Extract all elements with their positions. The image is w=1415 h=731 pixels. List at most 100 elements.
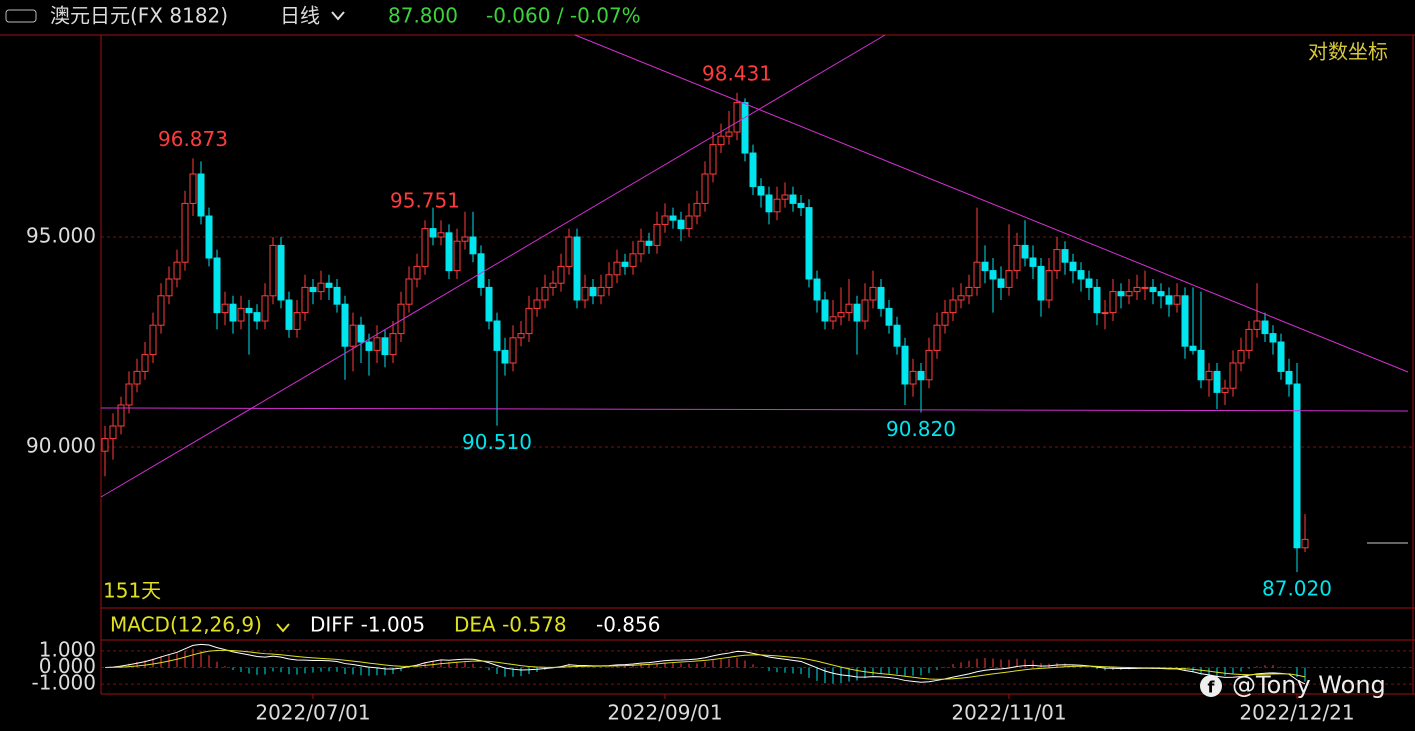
candle-body — [557, 265, 565, 284]
candle-body — [237, 307, 245, 322]
candle-body — [613, 261, 621, 276]
candle-body — [1285, 370, 1293, 385]
candle-body — [973, 261, 981, 288]
candle-body — [101, 438, 109, 452]
candle-body — [1205, 370, 1213, 381]
macd-tick-label: 1.000 — [39, 637, 96, 661]
candle-body — [181, 202, 189, 263]
candle-body — [829, 316, 837, 322]
dea-line — [104, 649, 1306, 680]
chart-title: 澳元日元(FX 8182) — [50, 4, 228, 28]
plot: 95.000 90.000 2022/07/01 2022/09/01 2022/11/… — [26, 61, 1413, 725]
candle-body — [1301, 538, 1309, 549]
candle-body — [1253, 320, 1261, 330]
candle-body — [1237, 349, 1245, 364]
candle-body — [1005, 270, 1013, 288]
candle-body — [341, 303, 349, 347]
candle-body — [173, 261, 181, 280]
candle-body — [549, 282, 557, 288]
candle-body — [213, 257, 221, 314]
x-tick-label: 2022/11/01 — [951, 701, 1066, 725]
candle-body — [1037, 265, 1045, 301]
macd-diff: DIFF -1.005 — [310, 613, 425, 637]
candle-body — [445, 232, 453, 272]
candle-body — [197, 173, 205, 217]
candle-body — [741, 102, 749, 154]
candle-body — [581, 286, 589, 301]
candle-body — [421, 228, 429, 267]
candle-body — [301, 286, 309, 314]
macd-tick-label: -1.000 — [32, 671, 96, 695]
support-line — [100, 407, 1409, 412]
candle-body — [1093, 286, 1101, 314]
candle-body — [453, 240, 461, 272]
candle-body — [1133, 286, 1141, 293]
candle-body — [125, 383, 133, 406]
candle-body — [365, 341, 373, 351]
facebook-icon: f — [1208, 678, 1216, 697]
price-annotation: 96.873 — [158, 127, 228, 151]
trend-line — [100, 34, 886, 498]
diff-line — [104, 643, 1306, 685]
candle-body — [565, 236, 573, 267]
price-annotation: 90.510 — [462, 430, 532, 454]
candle-body — [165, 278, 173, 297]
candle-body — [1293, 383, 1301, 549]
candle-body — [253, 312, 261, 322]
candle-body — [157, 295, 165, 326]
candle-body — [509, 337, 517, 364]
candle-body — [261, 295, 269, 322]
candle-body — [1045, 270, 1053, 301]
period[interactable]: 日线 — [280, 4, 320, 28]
candle-body — [925, 349, 933, 381]
link-icon[interactable] — [5, 9, 37, 23]
candle-body — [893, 324, 901, 347]
candle-body — [1269, 333, 1277, 343]
candle-body — [933, 324, 941, 351]
scale-mode[interactable]: 对数坐标 — [1308, 40, 1388, 64]
candle-body — [189, 173, 197, 204]
candle-body — [1213, 370, 1221, 393]
candle-body — [1117, 291, 1125, 297]
candle-body — [965, 286, 973, 297]
candle-body — [1165, 295, 1173, 305]
candle-body — [677, 219, 685, 230]
candle-body — [461, 236, 469, 242]
candle-body — [1141, 286, 1149, 289]
candle-body — [877, 286, 885, 309]
candle-body — [1125, 291, 1133, 297]
candle-body — [1181, 295, 1189, 347]
candle-body — [853, 303, 861, 322]
candle-body — [589, 286, 597, 297]
price-annotation: 90.820 — [886, 417, 956, 441]
candle-body — [525, 307, 533, 335]
candle-body — [805, 207, 813, 280]
candle-body — [733, 102, 741, 133]
candle-body — [869, 286, 877, 301]
price-annotation: 98.431 — [702, 61, 772, 85]
candle-body — [349, 324, 357, 347]
macd-name[interactable]: MACD(12,26,9) — [110, 613, 262, 637]
x-tick-label: 2022/07/01 — [255, 701, 370, 725]
dropdown-icon[interactable] — [331, 11, 345, 21]
candle-body — [381, 337, 389, 356]
candle-body — [1109, 291, 1117, 314]
candle-body — [997, 278, 1005, 288]
candle-body — [597, 286, 605, 297]
candle-body — [1085, 278, 1093, 288]
candle-body — [669, 215, 677, 221]
candle-body — [1189, 345, 1197, 351]
candle-body — [533, 299, 541, 309]
candle-body — [1277, 341, 1285, 372]
x-tick-label: 2022/12/21 — [1239, 701, 1354, 725]
candle-body — [205, 215, 213, 259]
price-annotation: 95.751 — [390, 189, 460, 213]
candle-body — [917, 370, 925, 381]
candle-body — [701, 173, 709, 204]
candle-body — [861, 299, 869, 322]
candle-body — [941, 312, 949, 326]
dropdown-icon[interactable] — [276, 623, 290, 633]
candle-body — [1061, 249, 1069, 263]
facebook-icon — [1200, 675, 1222, 697]
candle-body — [717, 135, 725, 146]
